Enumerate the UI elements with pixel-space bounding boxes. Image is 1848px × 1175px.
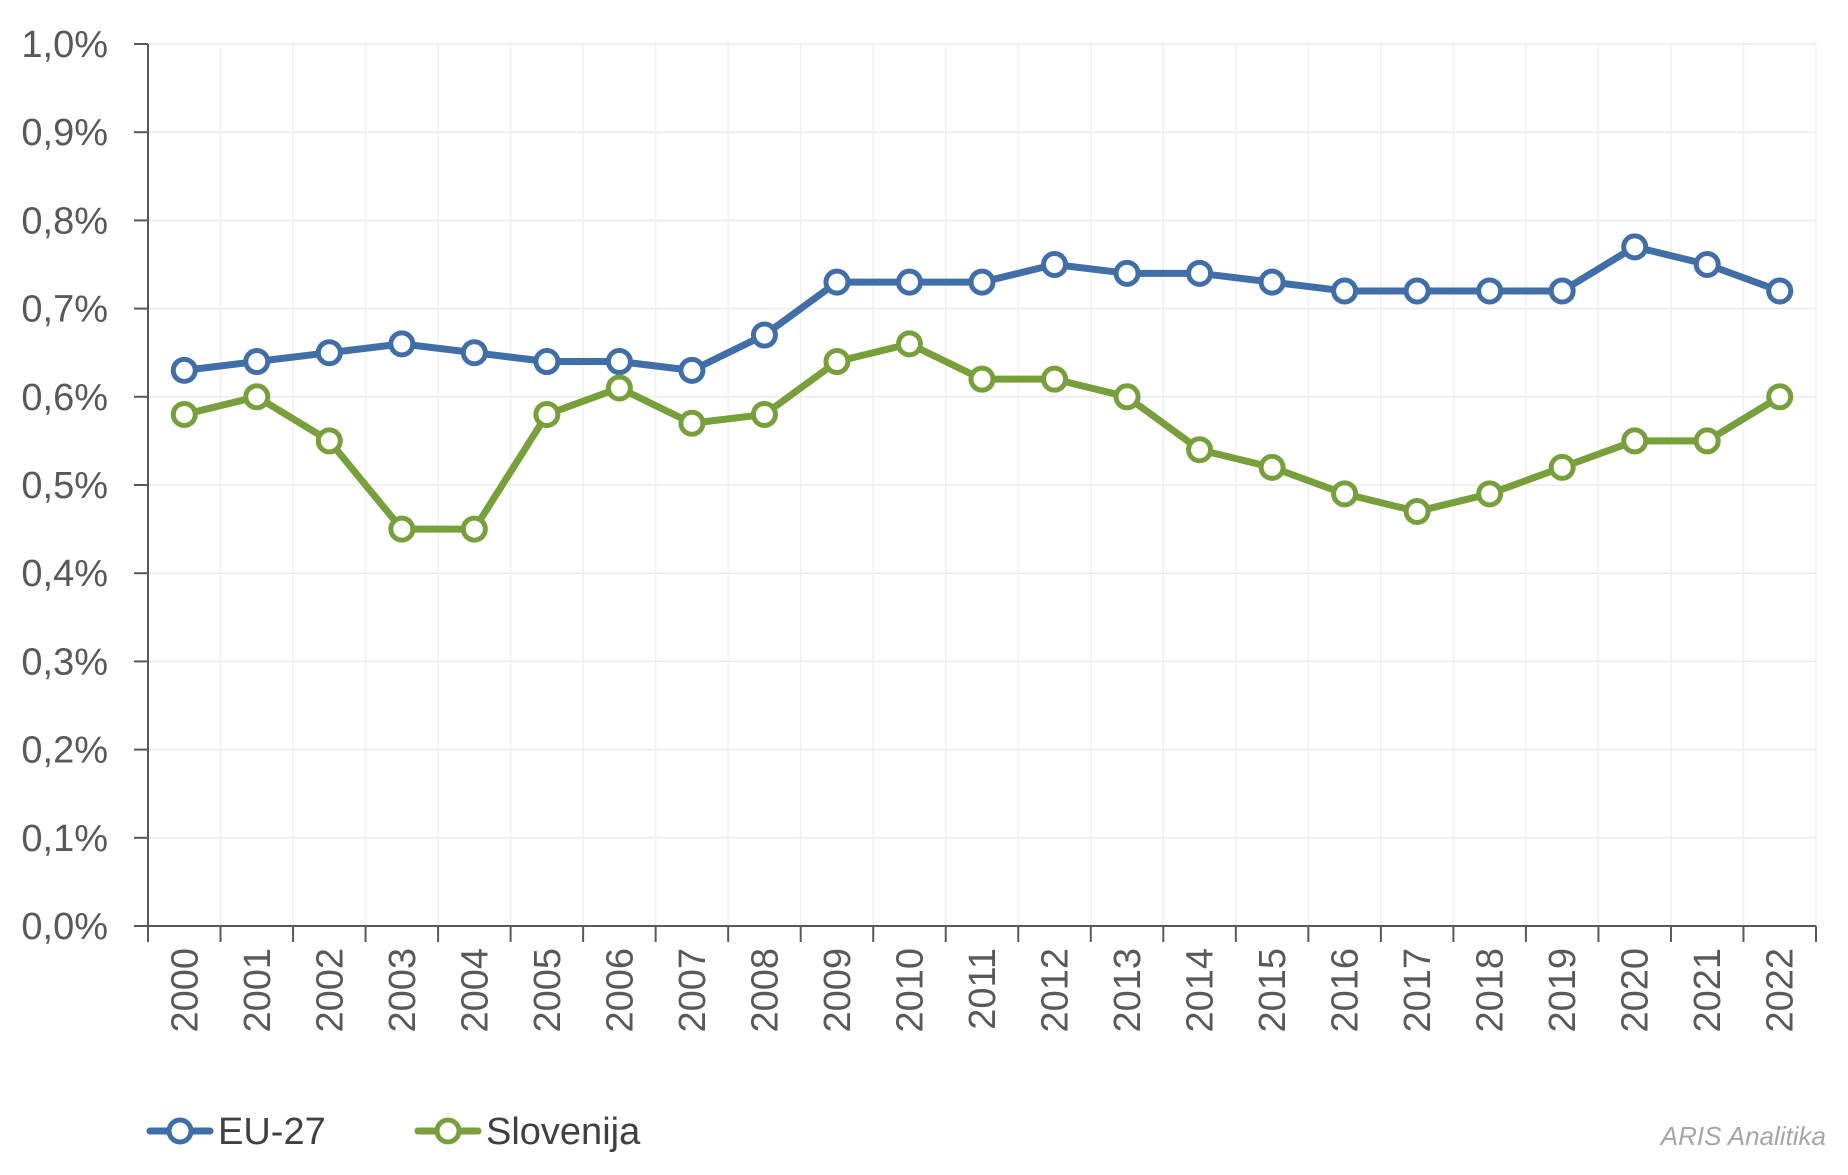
data-point [823,348,851,376]
x-tick-label: 2012 [1035,948,1077,1033]
data-point [315,339,343,367]
data-point [533,348,561,376]
axes: 0,0% 0,1% 0,2% 0,3% 0,4% 0,5% 0,6% 0,7% 0,8% 0,9%… [21,24,1817,1033]
x-tick-label: 2013 [1107,948,1149,1033]
x-tick-label: 2022 [1760,948,1802,1033]
x-tick-label: 2020 [1615,948,1657,1033]
x-tick-label: 2011 [962,948,1004,1030]
y-tick-label: 0,5% [21,465,108,507]
x-tick-label: 2009 [817,948,859,1033]
data-point [1258,453,1286,481]
data-point [1693,251,1721,278]
data-point [460,339,488,367]
x-tick-label: 2016 [1325,948,1367,1033]
y-tick-label: 0,0% [21,906,108,948]
data-point [605,374,633,402]
credit-label: ARIS Analitika [1659,1121,1826,1151]
x-tick-label: 2003 [382,948,424,1033]
data-point [1113,383,1141,411]
x-tick-label: 2010 [889,948,931,1033]
x-tick-label: 2002 [309,948,351,1033]
data-point [170,356,198,384]
y-tick-label: 0,6% [21,377,108,419]
y-tick-label: 0,4% [21,553,108,595]
data-point [678,356,706,384]
data-point [895,268,923,296]
y-tick-label: 0,8% [21,200,108,242]
x-tick-label: 2005 [527,948,569,1033]
series-lines [170,233,1794,543]
data-point [1476,480,1504,508]
data-point [823,268,851,296]
y-tick-label: 1,0% [21,24,108,66]
x-tick-label: 2004 [454,948,496,1033]
x-tick-label: 2021 [1687,948,1729,1033]
legend-marker-eu-27 [166,1117,194,1145]
data-point [750,400,778,428]
data-point [1476,277,1504,305]
legend: EU-27 Slovenija [146,1111,641,1153]
data-point [1548,277,1576,305]
x-tick-label: 2008 [744,948,786,1033]
data-point [1186,259,1214,287]
data-point [1113,259,1141,287]
y-tick-label: 0,2% [21,730,108,772]
y-tick-label: 0,1% [21,818,108,860]
x-tick-label: 2007 [672,948,714,1033]
data-point [1621,233,1649,261]
x-tick-label: 2000 [164,948,206,1033]
data-point [388,515,416,543]
data-point [895,330,923,358]
data-point [968,268,996,296]
data-point [1258,268,1286,296]
gridlines [148,43,1817,926]
data-point [750,321,778,349]
x-tick-label: 2006 [599,948,641,1033]
data-point [1548,453,1576,481]
data-point [1331,277,1359,305]
data-point [1403,277,1431,305]
data-point [388,330,416,358]
x-tick-label: 2014 [1180,948,1222,1033]
x-tick-label: 2015 [1252,948,1294,1033]
data-point [243,383,271,411]
data-point [1041,251,1069,278]
data-point [1693,427,1721,455]
data-point [243,348,271,376]
legend-marker-slovenija [434,1117,462,1145]
x-tick-label: 2017 [1397,948,1439,1033]
data-point [1766,277,1794,305]
y-tick-label: 0,7% [21,289,108,331]
data-point [170,400,198,428]
data-point [533,400,561,428]
data-point [1041,365,1069,393]
x-tick-label: 2018 [1470,948,1512,1033]
data-point [315,427,343,455]
data-point [678,409,706,437]
y-tick-label: 0,9% [21,112,108,154]
data-point [605,348,633,376]
legend-label-eu-27: EU-27 [218,1111,326,1153]
data-point [1186,436,1214,464]
x-tick-label: 2019 [1542,948,1584,1033]
data-point [1621,427,1649,455]
data-point [1331,480,1359,508]
data-point [1403,497,1431,525]
data-point [1766,383,1794,411]
y-tick-label: 0,3% [21,641,108,683]
x-tick-label: 2001 [237,948,279,1033]
data-point [460,515,488,543]
legend-label-slovenija: Slovenija [486,1111,641,1153]
data-point [968,365,996,393]
